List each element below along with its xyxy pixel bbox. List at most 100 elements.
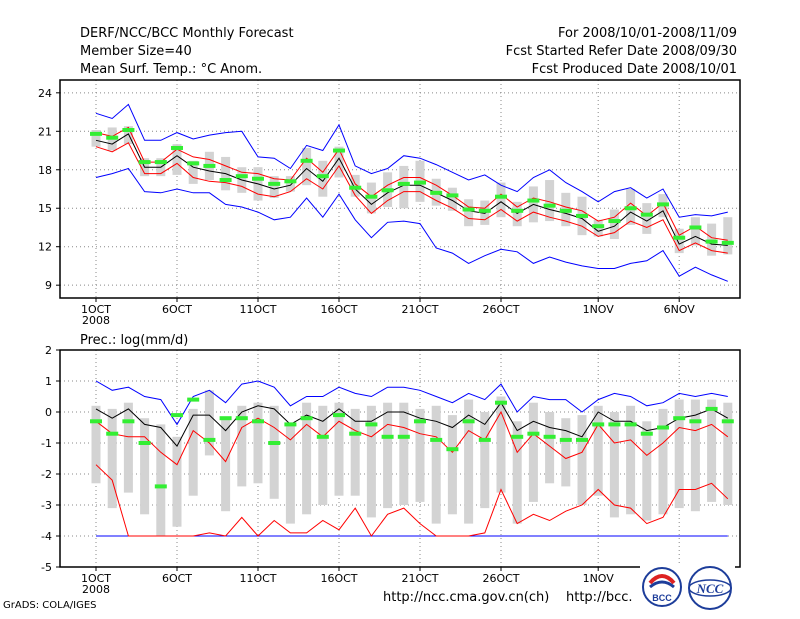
observed-marker [657,202,669,207]
x-tick-label: 6NOV [664,303,696,316]
member-size-label: Member Size=40 [80,44,192,59]
observed-marker [284,422,297,427]
observed-marker [608,422,621,427]
spread-box [399,402,409,505]
observed-marker [414,419,426,424]
logos: BCC NCC [640,565,735,615]
spread-box [593,405,603,496]
observed-marker [559,437,572,442]
observed-marker [576,213,588,218]
observed-marker [90,131,102,136]
variable-label: Mean Surf. Temp.: °C Anom. [80,62,263,77]
observed-marker [592,224,605,229]
observed-marker [300,416,313,421]
spread-box [172,436,182,527]
lower-line [95,464,729,537]
observed-marker [122,419,135,424]
spread-box [690,217,700,246]
y-tick-label: -3 [41,499,52,512]
spread-box [204,390,214,456]
observed-marker [527,431,540,436]
plot-frame [59,349,741,568]
spread-box [642,203,652,234]
spread-box [431,405,441,524]
observed-marker [171,145,183,150]
spread-box [447,187,457,211]
y-tick-label: 2 [45,344,52,357]
panel-temperature: 9 12 15 18 21 24 1OCT 6OCT 11OCT 16OCT 21OCT 26OCT 1… [38,79,741,327]
spread-box [690,399,700,512]
spread-box [545,180,555,222]
observed-marker [187,161,200,166]
ncc-logo-text: NCC [696,581,724,596]
y-tick-label: 9 [45,279,52,292]
spread-box [188,408,198,496]
x-tick-label: 16OCT [320,303,357,316]
x-tick-label: 16OCT [320,572,357,585]
observed-marker [640,431,653,436]
observed-marker [381,188,394,193]
bcc-url-link[interactable]: http://bcc. [566,590,633,605]
spread-box [545,412,555,484]
observed-marker [300,158,313,163]
forecast-produced-label: Fcst Produced Date 2008/10/01 [531,62,737,77]
x-year-label: 2008 [82,583,110,596]
observed-marker [138,160,151,165]
observed-marker [252,419,264,424]
y-tick-label: 24 [38,87,52,100]
observed-marker [592,422,605,427]
spread-box [415,408,425,502]
upper-line [95,126,728,241]
x-tick-label: 1OCT [81,572,111,585]
observed-marker [219,416,232,421]
spread-box [399,165,409,209]
observed-marker [559,208,572,213]
observed-marker [219,178,232,183]
x-tick-label: 1NOV [583,303,615,316]
spread-box [188,160,198,184]
spread-box [674,399,684,509]
plot-frame [59,79,741,299]
observed-marker [673,235,686,240]
observed-marker [478,208,491,213]
spread-box [609,209,619,240]
spread-box [302,147,312,186]
y-tick-label: 0 [45,406,52,419]
chart-title: DERF/NCC/BCC Monthly Forecast [80,26,294,41]
observed-marker [333,148,345,153]
observed-marker [268,441,281,445]
ncc-logo-icon: NCC [688,566,732,610]
observed-marker [705,406,718,411]
x-year-label: 2008 [82,314,110,327]
forecast-start-label: Fcst Started Refer Date 2008/09/30 [505,44,737,59]
observed-marker [203,437,216,442]
spread-box [237,405,247,487]
spread-box [480,412,490,509]
observed-marker [138,441,151,445]
forecast-period-label: For 2008/10/01-2008/11/09 [558,26,737,41]
spread-box [350,408,360,496]
max-line [95,380,728,426]
spread-box [512,201,522,227]
observed-marker [673,416,686,421]
y-tick-label: -1 [41,437,52,450]
grads-credit: GrADS: COLA/IGES [3,600,97,611]
ncc-url-link[interactable]: http://ncc.cma.gov.cn(ch) [383,590,550,605]
bcc-logo-icon: BCC [642,567,682,607]
observed-marker [576,437,588,442]
upper-line [95,410,729,466]
observed-marker [705,239,718,244]
spread-box [172,144,182,175]
spread-box [107,408,117,509]
observed-marker [349,431,362,436]
spread-box [561,418,571,487]
observed-marker [154,484,167,489]
mean-line [95,133,728,246]
spread-box [253,402,263,484]
x-tick-label: 6OCT [162,303,192,316]
observed-marker [511,434,524,439]
y-tick-label: -5 [41,561,52,574]
observed-marker [106,431,119,436]
spread-box [318,405,328,505]
